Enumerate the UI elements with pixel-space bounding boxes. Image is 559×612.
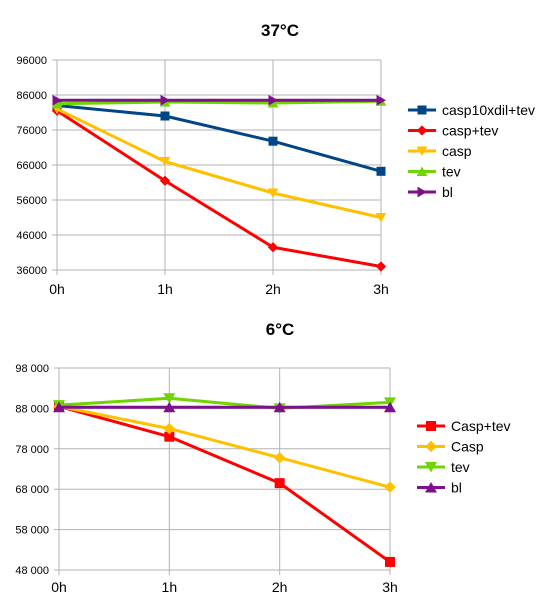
series-bl	[53, 401, 396, 413]
data-point-casp-tev	[274, 478, 285, 489]
data-point-bl	[163, 401, 176, 413]
y-tick-label: 46000	[16, 230, 47, 242]
legend-label: tev	[451, 459, 470, 475]
x-tick-label: 3h	[382, 579, 398, 595]
y-tick-label: 78 000	[15, 444, 49, 456]
series-casp-tev	[54, 401, 395, 567]
x-tick-label: 3h	[373, 281, 389, 297]
data-point-bl	[384, 401, 396, 413]
series-line-casp	[56, 107, 382, 219]
data-point-casp-tev	[385, 556, 395, 567]
legend-item-tev: tev	[408, 164, 461, 180]
series-line-casp	[58, 404, 391, 489]
legend-swatch-marker	[416, 166, 428, 176]
series-line-tev	[58, 396, 391, 410]
legend-label: casp+tev	[442, 123, 498, 139]
chart-title: 6°C	[266, 320, 295, 339]
series-line-tev	[56, 99, 382, 106]
y-tick-label: 58 000	[15, 525, 49, 537]
series-line-casp-tev	[58, 404, 391, 564]
data-point-casp10xdil-tev	[376, 166, 386, 176]
y-tick-label: 76000	[16, 125, 47, 137]
data-point-casp	[384, 481, 396, 493]
chart-6c: 6°C 48 000 58 000 68 000 78 000 88 000 98 000 0…	[15, 320, 510, 595]
legend-label: Casp	[451, 439, 484, 455]
data-point-bl	[53, 401, 65, 413]
data-point-casp	[163, 422, 176, 435]
legend-item-tev: tev	[417, 459, 470, 475]
legend-label: bl	[451, 480, 462, 496]
legend-swatch-marker	[417, 186, 427, 198]
x-tick-label: 1h	[157, 281, 173, 297]
data-point-casp-tev	[159, 175, 171, 186]
data-point-bl	[376, 94, 386, 106]
legend-item-casp10xdil-tev: casp10xdil+tev	[408, 102, 535, 118]
data-point-casp	[159, 157, 171, 167]
data-point-casp	[273, 451, 286, 464]
series-tev	[53, 393, 396, 414]
legend-item-bl: bl	[417, 480, 462, 496]
legend-item-bl: bl	[408, 184, 453, 200]
x-tick-label: 2h	[272, 579, 288, 595]
y-tick-label: 86000	[16, 90, 47, 102]
data-point-casp10xdil-tev	[268, 136, 278, 146]
y-tick-label: 96000	[16, 55, 47, 67]
series-bl	[52, 94, 386, 106]
data-point-tev	[51, 98, 63, 109]
data-point-casp	[267, 188, 279, 198]
data-point-casp-tev	[375, 261, 387, 272]
legend-label: bl	[442, 184, 453, 200]
data-point-casp10xdil-tev	[160, 111, 170, 121]
y-tick-label: 66000	[16, 160, 47, 172]
legend-item-casp: casp	[408, 143, 472, 159]
series-casp-tev	[51, 105, 387, 272]
legend-swatch-marker	[417, 105, 427, 115]
legend-label: casp	[442, 143, 472, 159]
legend-label: tev	[442, 164, 461, 180]
x-tick-label: 1h	[162, 579, 178, 595]
legend-swatch-marker	[425, 440, 437, 453]
series-line-casp-tev	[56, 109, 382, 268]
legend-swatch-marker	[416, 125, 428, 136]
y-tick-label: 56000	[16, 195, 47, 207]
data-point-casp-tev	[267, 242, 279, 253]
chart-title: 37°C	[261, 21, 299, 40]
legend-label: casp10xdil+tev	[442, 102, 535, 118]
data-point-casp	[375, 213, 387, 223]
legend: Casp+tev Casp tev bl	[417, 418, 511, 496]
y-tick-label: 88 000	[15, 403, 49, 415]
data-point-bl	[160, 94, 170, 106]
x-tick-label: 0h	[49, 281, 65, 297]
series-casp	[53, 400, 396, 493]
legend-item-casp-tev: casp+tev	[408, 123, 498, 139]
series-tev	[51, 96, 387, 109]
data-point-bl	[52, 94, 62, 106]
legend-swatch-marker	[425, 462, 437, 473]
data-point-tev	[163, 393, 176, 404]
chart-37c: 37°C 36000 46000 56000 66000 76000 86000 96000 0…	[16, 21, 535, 297]
y-tick-label: 68 000	[15, 484, 49, 496]
y-tick-label: 98 000	[15, 363, 49, 375]
legend-swatch-marker	[426, 421, 436, 431]
x-tick-label: 2h	[265, 281, 281, 297]
data-point-bl	[273, 401, 286, 413]
legend-item-casp-tev: Casp+tev	[417, 418, 511, 434]
y-tick-label: 36000	[16, 265, 47, 277]
y-tick-label: 48 000	[15, 565, 49, 577]
data-point-bl	[268, 94, 278, 106]
data-point-casp-tev	[164, 431, 175, 442]
x-tick-label: 0h	[51, 579, 67, 595]
series-casp	[51, 104, 387, 223]
legend-label: Casp+tev	[451, 418, 511, 434]
legend-swatch-marker	[425, 482, 437, 493]
legend: casp10xdil+tev casp+tev casp tev bl	[408, 102, 535, 200]
series-line-casp10xdil-tev	[56, 104, 382, 173]
legend-swatch-marker	[416, 146, 428, 156]
legend-item-casp: Casp	[417, 439, 484, 455]
